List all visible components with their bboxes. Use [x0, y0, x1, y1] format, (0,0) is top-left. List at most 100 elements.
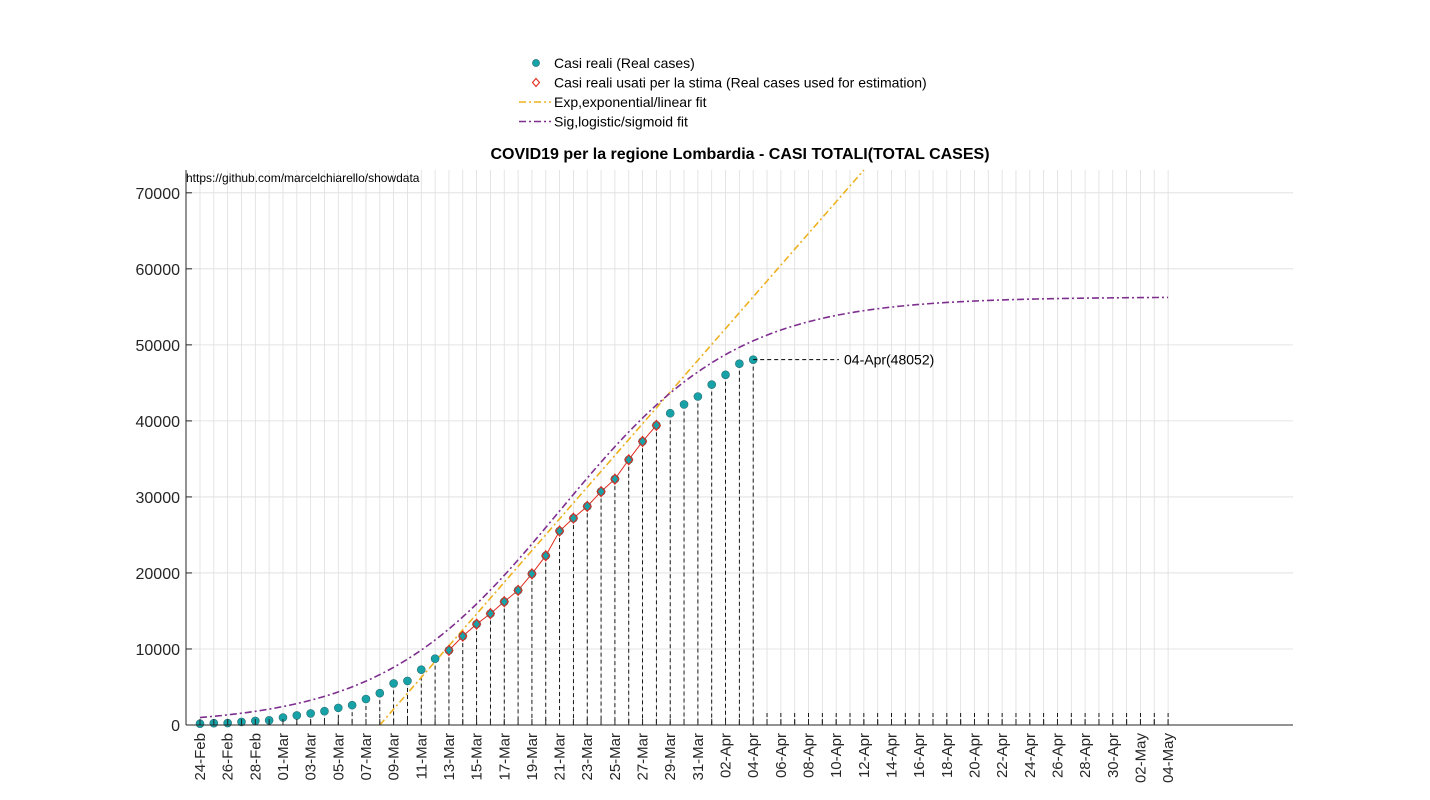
- x-tick-label: 02-Apr: [718, 733, 735, 778]
- x-tick-label: 04-May: [1160, 733, 1177, 784]
- real-case-point: [361, 694, 371, 704]
- estimation-point: [568, 512, 579, 525]
- y-tick-label: 60000: [136, 262, 181, 279]
- legend-marker-estimation: [531, 77, 541, 88]
- annotation-group: 04-Apr(48052): [753, 352, 934, 368]
- real-case-point: [555, 526, 564, 536]
- x-tick-label: 26-Feb: [220, 733, 237, 781]
- source-note: https://github.com/marcelchiarello/showd…: [186, 171, 420, 185]
- real-case-point: [403, 676, 412, 686]
- real-case-point: [333, 703, 343, 713]
- real-case-point: [527, 569, 537, 579]
- x-tick-label: 20-Apr: [966, 733, 983, 778]
- real-case-point: [735, 359, 744, 369]
- exp-fit-line: [379, 169, 865, 726]
- real-case-point: [513, 586, 523, 595]
- real-case-point: [499, 597, 509, 606]
- real-case-point: [652, 421, 661, 430]
- x-tick-label: 01-Mar: [275, 733, 292, 781]
- x-tick-label: 17-Mar: [496, 733, 513, 781]
- y-tick-label: 50000: [136, 338, 181, 355]
- estimation-point: [582, 500, 592, 513]
- x-tick-label: 15-Mar: [469, 733, 486, 781]
- legend: Casi reali (Real cases) Casi reali usati …: [519, 55, 927, 130]
- estimation-point: [499, 595, 509, 608]
- x-tick-label: 21-Mar: [552, 733, 569, 781]
- x-tick-label: 18-Apr: [939, 733, 956, 778]
- x-tick-label: 14-Apr: [884, 733, 901, 778]
- real-case-point: [347, 700, 357, 710]
- estimation-point: [610, 473, 620, 485]
- y-tick-label: 30000: [136, 490, 181, 507]
- estimation-point: [444, 644, 454, 657]
- x-tick-label: 05-Mar: [330, 733, 347, 781]
- x-tick-label: 30-Apr: [1105, 733, 1122, 778]
- x-tick-label: 03-Mar: [303, 733, 320, 781]
- x-tick-label: 13-Mar: [441, 733, 458, 781]
- real-case-point: [693, 392, 703, 401]
- real-case-point: [679, 400, 689, 409]
- x-tick-label: 28-Feb: [247, 733, 264, 781]
- x-tick-label: 10-Apr: [828, 733, 845, 778]
- grid: [186, 170, 1293, 726]
- real-case-point: [375, 688, 385, 698]
- legend-label: Casi reali (Real cases): [554, 55, 695, 71]
- x-tick-label: 22-Apr: [994, 733, 1011, 778]
- x-tick-label: 06-Apr: [773, 733, 790, 778]
- x-tick-label: 25-Mar: [607, 733, 624, 781]
- real-case-point: [610, 474, 620, 484]
- real-case-point: [306, 709, 315, 718]
- y-tick-label: 70000: [136, 186, 181, 203]
- x-tick-label: 24-Apr: [1022, 733, 1039, 778]
- real-case-point: [320, 706, 329, 716]
- real-case-point: [541, 551, 551, 561]
- x-tick-label: 04-Apr: [745, 733, 762, 778]
- real-case-point: [389, 679, 398, 688]
- real-case-point: [665, 408, 675, 418]
- x-tick-label: 08-Apr: [801, 733, 818, 778]
- real-case-point: [624, 455, 634, 465]
- estimation-point: [637, 435, 648, 448]
- real-case-point: [486, 609, 495, 618]
- x-tick-label: 07-Mar: [358, 733, 375, 781]
- real-case-point: [472, 619, 481, 629]
- x-tick-label: 16-Apr: [911, 733, 928, 778]
- real-case-point: [721, 370, 730, 380]
- x-tick-label: 26-Apr: [1049, 733, 1066, 778]
- estimation-point: [541, 549, 551, 562]
- real-case-point: [416, 665, 426, 674]
- estimation-point: [471, 618, 482, 630]
- y-tick-label: 20000: [136, 566, 181, 583]
- x-tick-label: 28-Apr: [1077, 733, 1094, 778]
- legend-label: Casi reali usati per la stima (Real case…: [554, 75, 927, 91]
- real-case-point: [582, 502, 592, 511]
- estimation-line: [448, 425, 657, 651]
- x-tick-label: 31-Mar: [690, 733, 707, 781]
- x-tick-label: 19-Mar: [524, 733, 541, 781]
- real-case-point: [458, 631, 468, 641]
- legend-marker-real: [532, 59, 540, 67]
- x-tick-label: 23-Mar: [579, 733, 596, 781]
- x-tick-label: 24-Feb: [192, 733, 209, 781]
- x-tick-label: 12-Apr: [856, 733, 873, 778]
- estimation-point: [527, 567, 537, 580]
- y-tick-label: 40000: [136, 414, 181, 431]
- estimation-point: [554, 525, 565, 537]
- real-case-point: [444, 646, 454, 655]
- x-tick-label: 11-Mar: [413, 733, 430, 779]
- real-case-point: [638, 437, 647, 446]
- estimation-point: [485, 607, 496, 620]
- estimation-point: [596, 485, 606, 498]
- x-tick-label: 27-Mar: [635, 733, 652, 781]
- estimation-point: [624, 453, 634, 466]
- x-tick-label: 29-Mar: [662, 733, 679, 781]
- x-tick-label: 09-Mar: [386, 733, 403, 781]
- legend-label: Sig,logistic/sigmoid fit: [554, 114, 688, 130]
- annotation-label: 04-Apr(48052): [844, 352, 934, 368]
- axes: 0 10000 20000 30000 40000 50000 60000 70000 24-F…: [136, 170, 1293, 784]
- estimation-point: [651, 419, 662, 432]
- chart-title: COVID19 per la regione Lombardia - CASI …: [490, 146, 989, 163]
- legend-label: Exp,exponential/linear fit: [554, 94, 707, 110]
- fit-lines: [199, 169, 1169, 726]
